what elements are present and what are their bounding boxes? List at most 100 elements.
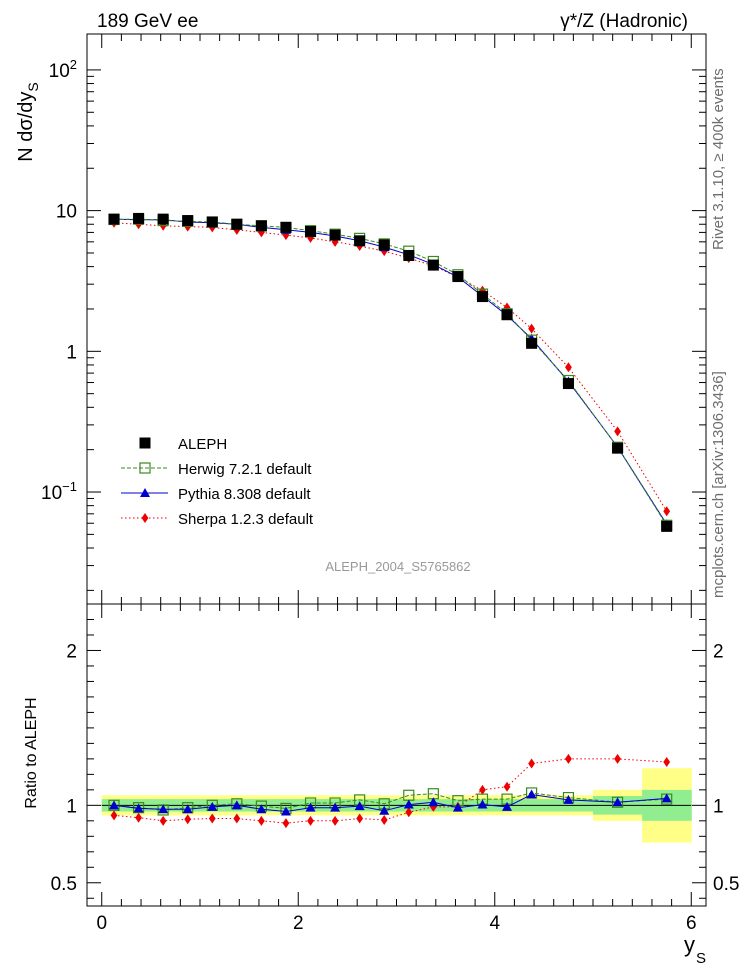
x-tick-label: 0 xyxy=(96,913,107,934)
aleph-point xyxy=(661,520,673,532)
ratio-y-axis-title: Ratio to ALEPH xyxy=(23,697,40,808)
legend: ALEPH Herwig 7.2.1 default Pythia 8.308 de… xyxy=(121,436,314,528)
pythia-ratio-point xyxy=(305,802,316,812)
pythia-ratio-point xyxy=(403,799,414,809)
legend-label: Pythia 8.308 default xyxy=(178,486,311,503)
pythia-ratio-point xyxy=(526,789,537,799)
legend-marker xyxy=(140,488,150,497)
y-tick-label: 10 xyxy=(56,202,77,223)
svg-text:N dσ/dyS: N dσ/dyS xyxy=(15,82,41,162)
x-title-text: y xyxy=(684,932,695,957)
x-tick-label: 4 xyxy=(489,913,500,934)
aleph-point xyxy=(157,213,169,225)
main-plot-area xyxy=(108,212,673,532)
analysis-watermark: ALEPH_2004_S5765862 xyxy=(325,559,470,574)
sherpa-ratio-point xyxy=(479,784,486,795)
ratio-panel: 0.5 0.5 1 1 2 2 0 2 4 6 xyxy=(51,603,739,934)
ratio-y-tick-label-right: 2 xyxy=(713,641,724,662)
rivet-version-label: Rivet 3.1.10, ≥ 400k events xyxy=(710,68,727,250)
legend-marker xyxy=(139,437,151,449)
pythia-ratio-point xyxy=(612,797,623,807)
main-axes: 10−1 1 10 102 xyxy=(41,34,706,604)
pythia-ratio-point xyxy=(231,800,242,810)
sherpa-point xyxy=(565,362,572,373)
herwig-ratio-line xyxy=(113,792,667,811)
ratio-y-tick-label: 0.5 xyxy=(51,874,77,895)
y-tick-label: 102 xyxy=(49,57,77,82)
sherpa-ratio-point xyxy=(159,815,167,826)
aleph-point xyxy=(501,309,513,321)
mcplots-label: mcplots.cern.ch [arXiv:1306.3436] xyxy=(710,371,727,598)
series-aleph xyxy=(108,212,673,532)
aleph-point xyxy=(182,215,194,227)
aleph-point xyxy=(612,442,624,454)
legend-label: Sherpa 1.2.3 default xyxy=(178,511,314,528)
pythia-ratio-point xyxy=(428,797,439,807)
aleph-point xyxy=(452,271,464,283)
sherpa-ratio-point xyxy=(565,753,572,764)
legend-label: Herwig 7.2.1 default xyxy=(178,461,312,478)
sherpa-ratio-point xyxy=(110,810,118,821)
sherpa-point xyxy=(479,285,486,296)
ratio-series-sherpa xyxy=(110,753,671,829)
aleph-point xyxy=(133,212,145,224)
aleph-point xyxy=(280,221,292,233)
ratio-plot-area xyxy=(101,753,692,843)
ratio-y-tick-label: 2 xyxy=(66,641,77,662)
aleph-point xyxy=(108,213,120,225)
sherpa-ratio-point xyxy=(331,815,339,826)
sherpa-ratio-point xyxy=(405,807,413,818)
legend-marker xyxy=(139,462,151,474)
series-pythia xyxy=(109,214,672,529)
sherpa-point xyxy=(503,302,511,313)
legend-item-aleph: ALEPH xyxy=(139,436,227,453)
pythia-ratio-point xyxy=(563,794,574,804)
process-label: γ*/Z (Hadronic) xyxy=(560,11,688,32)
pythia-ratio-point xyxy=(330,802,341,812)
sherpa-ratio-point xyxy=(258,815,265,826)
pythia-ratio-point xyxy=(158,804,169,814)
pythia-ratio-point xyxy=(661,793,672,803)
y-tick-label: 1 xyxy=(66,342,77,363)
aleph-point xyxy=(427,259,439,271)
ratio-y-tick-label-right: 1 xyxy=(713,796,724,817)
ratio-y-tick-label-right: 0.5 xyxy=(713,874,739,895)
x-tick-label: 2 xyxy=(293,913,304,934)
legend-item-pythia: Pythia 8.308 default xyxy=(121,486,311,503)
sherpa-ratio-point xyxy=(503,781,511,792)
sherpa-ratio-point xyxy=(614,753,621,764)
main-panel: 10−1 1 10 102 ALEPH_2004_S5765862 ALEPH Herw… xyxy=(41,33,707,605)
energy-label: 189 GeV ee xyxy=(97,11,198,32)
pythia-ratio-point xyxy=(452,802,463,812)
sherpa-point xyxy=(663,506,671,517)
aleph-point xyxy=(562,378,574,390)
ratio-axes: 0.5 0.5 1 1 2 2 0 2 4 6 xyxy=(51,604,739,934)
sherpa-point xyxy=(282,230,290,241)
aleph-point xyxy=(378,239,390,251)
y-tick-label: 10−1 xyxy=(41,479,77,504)
y-title-text: N dσ/dy xyxy=(15,92,37,162)
x-title-sub: S xyxy=(696,950,706,967)
aleph-point xyxy=(329,229,341,241)
sherpa-ratio-point xyxy=(135,812,142,823)
aleph-point xyxy=(231,218,243,230)
aleph-point xyxy=(526,337,538,349)
pythia-ratio-point xyxy=(280,806,291,816)
series-herwig xyxy=(108,213,673,531)
sherpa-point xyxy=(528,323,535,334)
pythia-ratio-point xyxy=(354,801,365,811)
pythia-line xyxy=(113,218,668,525)
pythia-ratio-point xyxy=(379,805,390,815)
sherpa-ratio-point xyxy=(528,758,535,769)
sherpa-ratio-point xyxy=(233,813,241,824)
sherpa-point xyxy=(614,426,621,437)
sherpa-ratio-point xyxy=(307,815,314,826)
sherpa-ratio-point xyxy=(184,814,192,825)
ratio-series-pythia xyxy=(109,789,672,816)
sherpa-point xyxy=(380,246,388,257)
sherpa-ratio-point xyxy=(663,756,671,767)
aleph-point xyxy=(476,291,488,303)
sherpa-ratio-point xyxy=(380,815,388,826)
x-axis-title: y S xyxy=(684,932,706,967)
